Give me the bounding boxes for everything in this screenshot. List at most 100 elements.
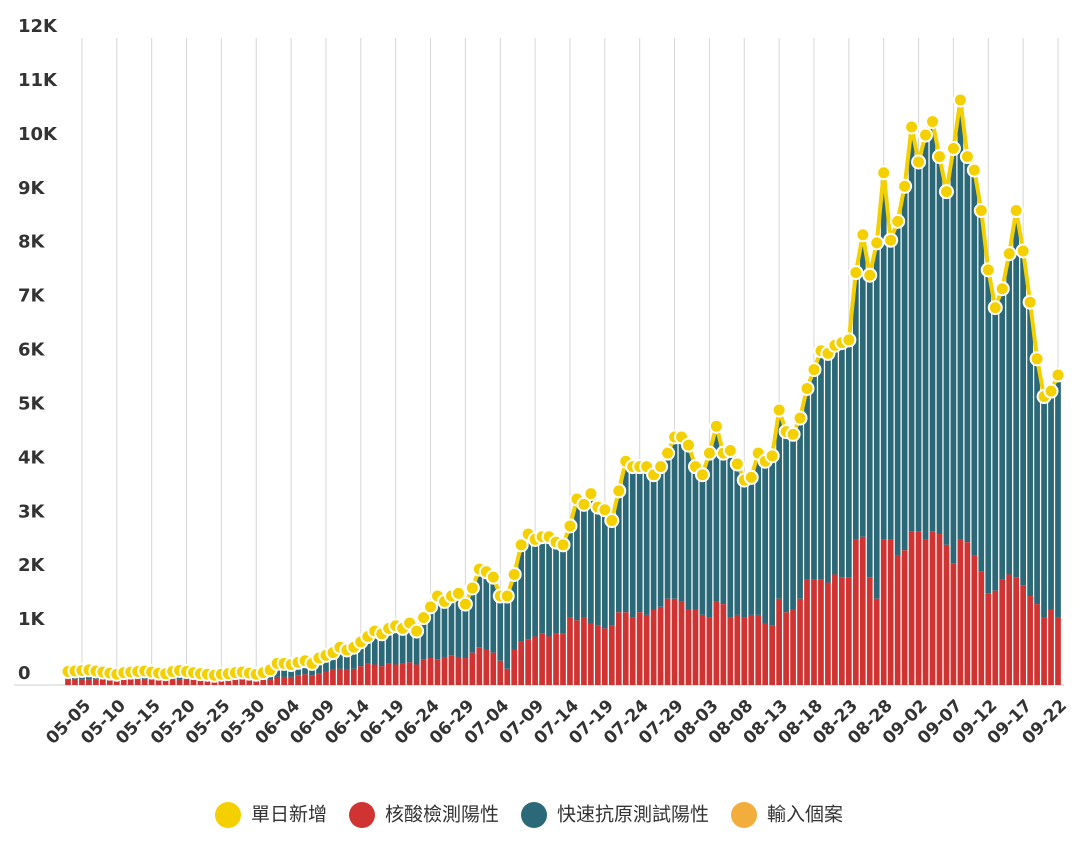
- bar: [100, 679, 106, 685]
- bar: [79, 679, 85, 685]
- bar: [727, 617, 734, 685]
- bar: [483, 573, 490, 650]
- bar: [371, 664, 378, 685]
- bar: [818, 579, 824, 685]
- bar: [734, 466, 741, 615]
- bar: [455, 595, 462, 657]
- bar: [936, 534, 943, 685]
- point: [925, 114, 941, 130]
- bar: [880, 174, 887, 540]
- bar: [281, 665, 287, 677]
- bar: [985, 271, 992, 594]
- bar: [239, 679, 246, 685]
- bar: [316, 660, 322, 674]
- bar: [378, 635, 385, 667]
- bar: [601, 628, 608, 685]
- bar: [685, 609, 692, 685]
- bar: [915, 531, 922, 685]
- legend-label: 快速抗原測試陽性: [557, 804, 709, 826]
- y-tick-label: 2K: [18, 555, 46, 576]
- bar: [999, 290, 1006, 580]
- point: [918, 127, 934, 143]
- bar: [581, 506, 587, 618]
- bar: [434, 659, 441, 685]
- bar: [629, 468, 636, 618]
- bar: [901, 188, 908, 551]
- bar: [581, 617, 587, 685]
- y-tick-label: 5K: [18, 393, 46, 414]
- bar: [497, 598, 504, 661]
- bar: [783, 612, 789, 685]
- bar: [985, 593, 992, 685]
- bar: [706, 617, 713, 685]
- bar: [657, 468, 664, 607]
- point: [562, 518, 578, 534]
- point: [806, 362, 822, 378]
- point: [883, 232, 899, 248]
- bar: [1013, 212, 1020, 578]
- bar: [601, 511, 608, 629]
- bar: [776, 412, 782, 599]
- point: [938, 184, 954, 200]
- y-tick-label: 0: [18, 663, 31, 684]
- bar: [127, 679, 134, 685]
- bar: [734, 614, 741, 685]
- bar: [894, 223, 901, 556]
- bar: [350, 668, 357, 685]
- bar: [378, 666, 385, 685]
- bar: [671, 598, 678, 685]
- point: [604, 513, 620, 529]
- bar: [685, 447, 692, 610]
- bar: [971, 172, 978, 556]
- point: [722, 442, 738, 458]
- bar: [943, 544, 950, 685]
- bar: [811, 371, 817, 580]
- point: [1015, 243, 1031, 259]
- bar: [232, 679, 239, 685]
- bar: [490, 652, 497, 685]
- bar: [804, 390, 810, 580]
- bar: [295, 664, 301, 676]
- bar: [971, 555, 978, 685]
- bar: [832, 574, 838, 685]
- bar: [113, 679, 120, 685]
- bar: [999, 579, 1006, 685]
- point: [771, 402, 787, 418]
- bar: [929, 123, 936, 532]
- y-tick-label: 4K: [18, 447, 46, 468]
- bar: [825, 355, 831, 583]
- legend-swatch: [215, 802, 241, 828]
- bar: [1055, 617, 1061, 685]
- bar: [176, 679, 183, 685]
- bar: [337, 649, 343, 669]
- bar: [427, 658, 434, 685]
- point: [457, 596, 473, 612]
- point: [423, 599, 439, 615]
- bar: [330, 669, 336, 685]
- point: [799, 380, 815, 396]
- bar: [852, 539, 859, 685]
- bar: [741, 482, 748, 618]
- point: [1008, 203, 1024, 219]
- bar: [406, 625, 413, 663]
- bar: [518, 546, 525, 642]
- point: [931, 149, 947, 165]
- bar: [371, 633, 378, 665]
- point: [952, 92, 968, 108]
- point: [980, 262, 996, 278]
- bar: [448, 598, 455, 656]
- bar: [650, 609, 657, 685]
- bar: [183, 679, 190, 685]
- bar: [720, 604, 727, 685]
- bar: [316, 673, 322, 685]
- bar: [274, 676, 281, 685]
- bar: [880, 539, 887, 685]
- bar: [344, 669, 350, 685]
- bar: [748, 479, 755, 615]
- bar: [246, 679, 253, 685]
- bar: [811, 579, 817, 685]
- bar: [804, 579, 810, 685]
- point: [1022, 294, 1038, 310]
- bar: [106, 679, 113, 685]
